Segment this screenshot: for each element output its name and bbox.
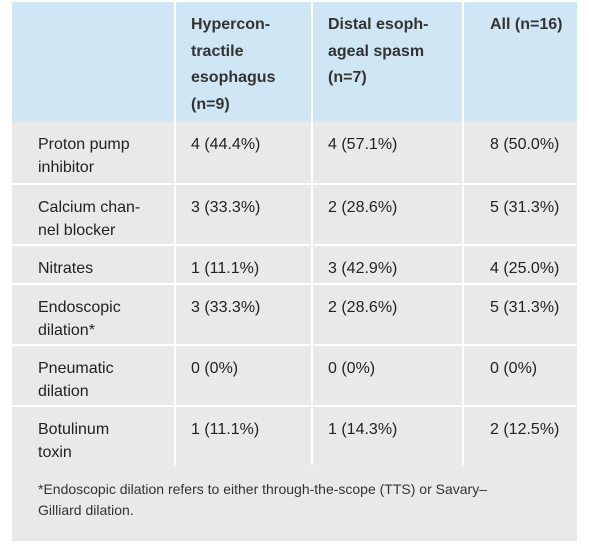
table-row: Botulinum toxin 1 (11.1%) 1 (14.3%) 2 (1… [12,405,577,465]
label-line: Calcium chan- [38,199,141,216]
row-label: Calcium chan- nel blocker [12,185,174,244]
table-row: Nitrates 1 (11.1%) 3 (42.9%) 4 (25.0%) [12,244,577,283]
table-footnote: *Endoscopic dilation refers to either th… [12,465,577,541]
label-line: Endoscopic [38,299,121,316]
value-cell: 2 (12.5%) [462,407,577,465]
value-cell: 3 (42.9%) [311,246,462,283]
label-line: Nitrates [38,260,94,277]
value-cell: 0 (0%) [174,346,311,405]
value-cell: 4 (44.4%) [174,122,311,183]
label-line: nel blocker [38,222,116,239]
header-all: All (n=16) [462,2,577,122]
header-distal-spasm: Distal esoph- ageal spasm (n=7) [311,2,462,122]
value-cell: 1 (14.3%) [311,407,462,465]
value-cell: 5 (31.3%) [462,285,577,344]
label-line: inhibitor [38,159,95,176]
value-cell: 8 (50.0%) [462,122,577,183]
row-label: Endoscopic dilation* [12,285,174,344]
label-line: toxin [38,444,72,461]
value-cell: 0 (0%) [311,346,462,405]
treatment-table: Hypercon- tractile esophagus (n=9) Dista… [12,2,577,465]
table-row: Pneumatic dilation 0 (0%) 0 (0%) 0 (0%) [12,344,577,405]
header-line: All (n=16) [490,16,563,33]
label-line: Pneumatic [38,360,114,377]
header-line: Distal esoph- [328,16,429,33]
header-line: Hypercon- [191,16,271,33]
header-line: esophagus [191,69,276,86]
label-line: Botulinum [38,421,110,438]
table-row: Calcium chan- nel blocker 3 (33.3%) 2 (2… [12,183,577,244]
value-cell: 3 (33.3%) [174,185,311,244]
table-row: Proton pump inhibitor 4 (44.4%) 4 (57.1%… [12,122,577,183]
value-cell: 0 (0%) [462,346,577,405]
table-header-row: Hypercon- tractile esophagus (n=9) Dista… [12,2,577,122]
value-cell: 3 (33.3%) [174,285,311,344]
header-line: tractile [191,42,244,60]
label-line: Proton pump [38,136,130,153]
value-cell: 2 (28.6%) [311,185,462,244]
header-line: (n=7) [328,69,367,86]
value-cell: 1 (11.1%) [174,407,311,465]
row-label: Proton pump inhibitor [12,122,174,183]
footnote-line: *Endoscopic dilation refers to either th… [38,481,487,497]
table-row: Endoscopic dilation* 3 (33.3%) 2 (28.6%)… [12,283,577,344]
row-label: Pneumatic dilation [12,346,174,405]
header-empty-cell [12,2,174,122]
value-cell: 4 (57.1%) [311,122,462,183]
value-cell: 2 (28.6%) [311,285,462,344]
label-line: dilation [38,383,89,400]
footnote-line: Gilliard dilation. [38,502,134,518]
value-cell: 1 (11.1%) [174,246,311,283]
value-cell: 5 (31.3%) [462,185,577,244]
label-line: dilation* [38,322,95,339]
header-hypercontractile: Hypercon- tractile esophagus (n=9) [174,2,311,122]
row-label: Nitrates [12,246,174,283]
row-label: Botulinum toxin [12,407,174,465]
header-line: ageal spasm [328,42,425,60]
header-line: (n=9) [191,95,230,113]
value-cell: 4 (25.0%) [462,246,577,283]
